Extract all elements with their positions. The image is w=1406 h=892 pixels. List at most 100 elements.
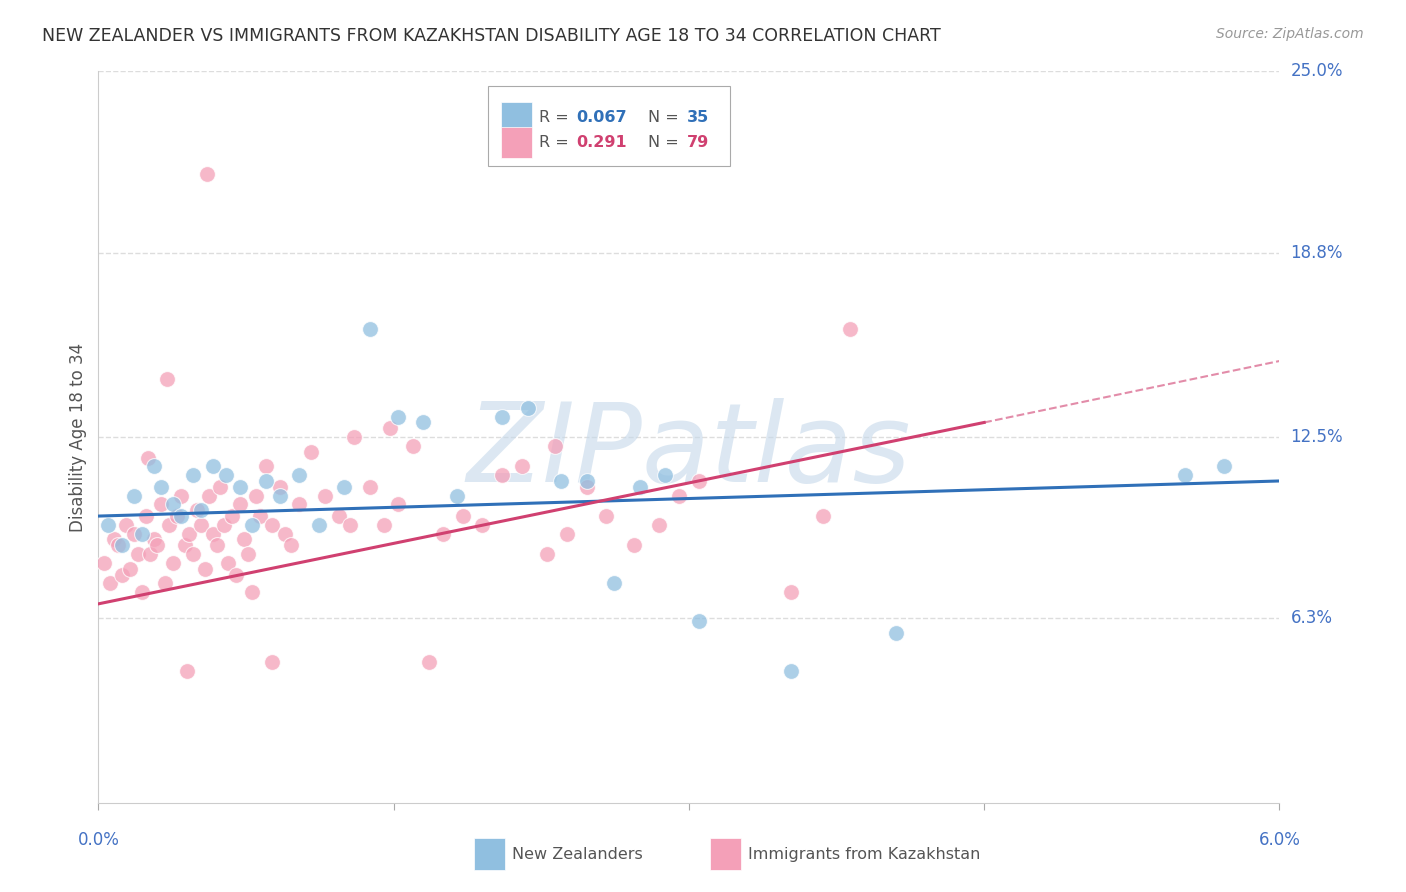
Point xyxy=(333,480,356,494)
Text: R =: R = xyxy=(538,135,579,150)
FancyBboxPatch shape xyxy=(501,127,531,158)
Point xyxy=(280,538,302,552)
Point xyxy=(162,497,184,511)
Point xyxy=(373,517,395,532)
Y-axis label: Disability Age 18 to 34: Disability Age 18 to 34 xyxy=(69,343,87,532)
Point xyxy=(170,509,193,524)
Point xyxy=(118,562,141,576)
Text: 35: 35 xyxy=(686,110,709,125)
Point xyxy=(229,497,252,511)
Point xyxy=(103,533,125,547)
Point xyxy=(254,459,277,474)
Text: 12.5%: 12.5% xyxy=(1291,428,1343,446)
Point xyxy=(156,371,179,385)
Point xyxy=(170,489,193,503)
Point xyxy=(688,474,710,488)
Point xyxy=(240,585,263,599)
Point xyxy=(181,468,204,483)
Point xyxy=(111,538,134,552)
Point xyxy=(122,489,145,503)
Point xyxy=(166,509,188,524)
Point xyxy=(217,556,239,570)
Point xyxy=(811,509,834,524)
Point xyxy=(190,503,212,517)
Point xyxy=(544,439,567,453)
Point xyxy=(215,468,238,483)
Point xyxy=(195,167,218,181)
Point xyxy=(214,517,236,532)
Point xyxy=(314,489,336,503)
Point xyxy=(359,480,381,494)
Text: 0.067: 0.067 xyxy=(576,110,627,125)
Point xyxy=(446,489,468,503)
Point xyxy=(1174,468,1197,483)
Point xyxy=(190,517,212,532)
Point xyxy=(229,480,252,494)
Point xyxy=(107,538,129,552)
Point xyxy=(197,489,219,503)
Point xyxy=(131,585,153,599)
Point xyxy=(233,533,256,547)
Point xyxy=(359,322,381,336)
Point xyxy=(628,480,651,494)
Point xyxy=(269,489,291,503)
Point xyxy=(575,474,598,488)
Text: 6.0%: 6.0% xyxy=(1258,830,1301,848)
Point xyxy=(1213,459,1236,474)
FancyBboxPatch shape xyxy=(474,838,505,870)
Point xyxy=(603,576,626,591)
Point xyxy=(387,409,409,424)
Point xyxy=(260,517,283,532)
Text: New Zealanders: New Zealanders xyxy=(512,847,643,862)
Point xyxy=(157,517,180,532)
Point xyxy=(668,489,690,503)
Point xyxy=(136,450,159,465)
Text: 0.291: 0.291 xyxy=(576,135,627,150)
Point xyxy=(150,480,173,494)
Point xyxy=(884,626,907,640)
Point xyxy=(249,509,271,524)
FancyBboxPatch shape xyxy=(710,838,741,870)
Text: N =: N = xyxy=(648,135,683,150)
Point xyxy=(240,517,263,532)
FancyBboxPatch shape xyxy=(488,86,730,167)
Point xyxy=(418,656,440,670)
Point xyxy=(536,547,558,561)
Text: Immigrants from Kazakhstan: Immigrants from Kazakhstan xyxy=(748,847,980,862)
Point xyxy=(150,497,173,511)
Point xyxy=(308,517,330,532)
Point xyxy=(98,576,121,591)
FancyBboxPatch shape xyxy=(501,102,531,133)
Point xyxy=(339,517,361,532)
Point xyxy=(174,538,197,552)
Point xyxy=(176,664,198,678)
Point xyxy=(688,615,710,629)
Point xyxy=(93,556,115,570)
Point xyxy=(155,576,177,591)
Point xyxy=(269,480,291,494)
Point xyxy=(343,430,366,444)
Point xyxy=(550,474,572,488)
Point xyxy=(146,538,169,552)
Point xyxy=(510,459,533,474)
Point xyxy=(142,459,165,474)
Point xyxy=(97,517,120,532)
Text: N =: N = xyxy=(648,110,683,125)
Point xyxy=(491,409,513,424)
Point xyxy=(205,538,228,552)
Point xyxy=(402,439,425,453)
Point xyxy=(471,517,494,532)
Point xyxy=(135,509,157,524)
Point xyxy=(412,416,434,430)
Point xyxy=(378,421,401,435)
Point xyxy=(595,509,617,524)
Point xyxy=(575,480,598,494)
Text: NEW ZEALANDER VS IMMIGRANTS FROM KAZAKHSTAN DISABILITY AGE 18 TO 34 CORRELATION : NEW ZEALANDER VS IMMIGRANTS FROM KAZAKHS… xyxy=(42,27,941,45)
Point xyxy=(177,526,200,541)
Point xyxy=(623,538,645,552)
Point xyxy=(186,503,208,517)
Point xyxy=(839,322,862,336)
Point xyxy=(131,526,153,541)
Point xyxy=(122,526,145,541)
Point xyxy=(225,567,247,582)
